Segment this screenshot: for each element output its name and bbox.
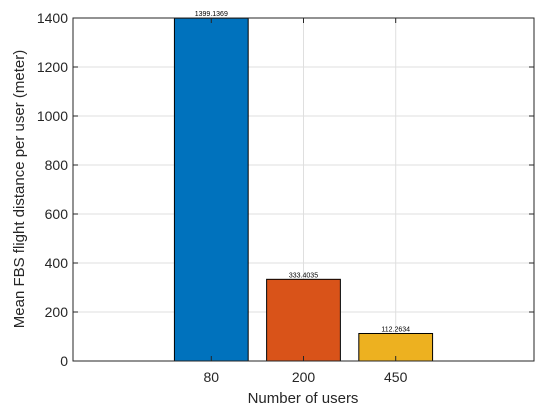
bar-80 <box>174 18 248 361</box>
data-label-80: 1399.1369 <box>195 11 228 18</box>
x-tick-label: 200 <box>292 369 316 385</box>
y-tick-label: 600 <box>45 206 69 222</box>
y-tick-label: 0 <box>60 353 68 369</box>
y-tick-label: 400 <box>45 255 69 271</box>
y-tick-label: 1400 <box>37 10 68 26</box>
data-label-450: 112.2634 <box>381 326 410 333</box>
y-tick-label: 1200 <box>37 59 68 75</box>
x-tick-label: 80 <box>204 369 220 385</box>
y-tick-label: 800 <box>45 157 69 173</box>
x-axis-title: Number of users <box>248 390 359 407</box>
x-tick-label: 450 <box>384 369 408 385</box>
bar-200 <box>267 279 341 361</box>
y-tick-label: 1000 <box>37 108 68 124</box>
y-axis-title: Mean FBS flight distance per user (meter… <box>11 50 28 328</box>
data-label-200: 333.4035 <box>289 272 318 279</box>
y-tick-label: 200 <box>45 304 69 320</box>
